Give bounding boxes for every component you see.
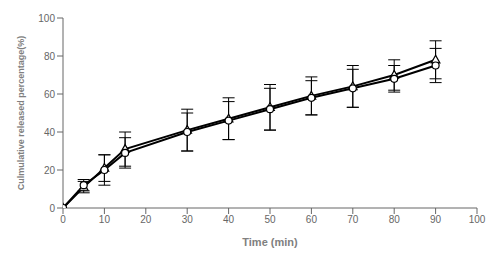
svg-text:60: 60: [306, 214, 318, 225]
svg-text:30: 30: [182, 214, 194, 225]
svg-text:80: 80: [44, 51, 56, 62]
svg-text:Time (min): Time (min): [242, 236, 298, 248]
svg-text:60: 60: [44, 89, 56, 100]
svg-text:100: 100: [38, 13, 55, 24]
svg-text:0: 0: [60, 214, 66, 225]
svg-text:80: 80: [389, 214, 401, 225]
svg-text:40: 40: [223, 214, 235, 225]
svg-text:20: 20: [140, 214, 152, 225]
svg-text:40: 40: [44, 127, 56, 138]
svg-text:Culmulative released percentag: Culmulative released percentage(%): [16, 36, 26, 191]
svg-text:90: 90: [430, 214, 442, 225]
svg-text:20: 20: [44, 165, 56, 176]
svg-text:0: 0: [49, 203, 55, 214]
svg-text:100: 100: [469, 214, 486, 225]
svg-text:50: 50: [264, 214, 276, 225]
svg-text:10: 10: [99, 214, 111, 225]
svg-text:70: 70: [347, 214, 359, 225]
